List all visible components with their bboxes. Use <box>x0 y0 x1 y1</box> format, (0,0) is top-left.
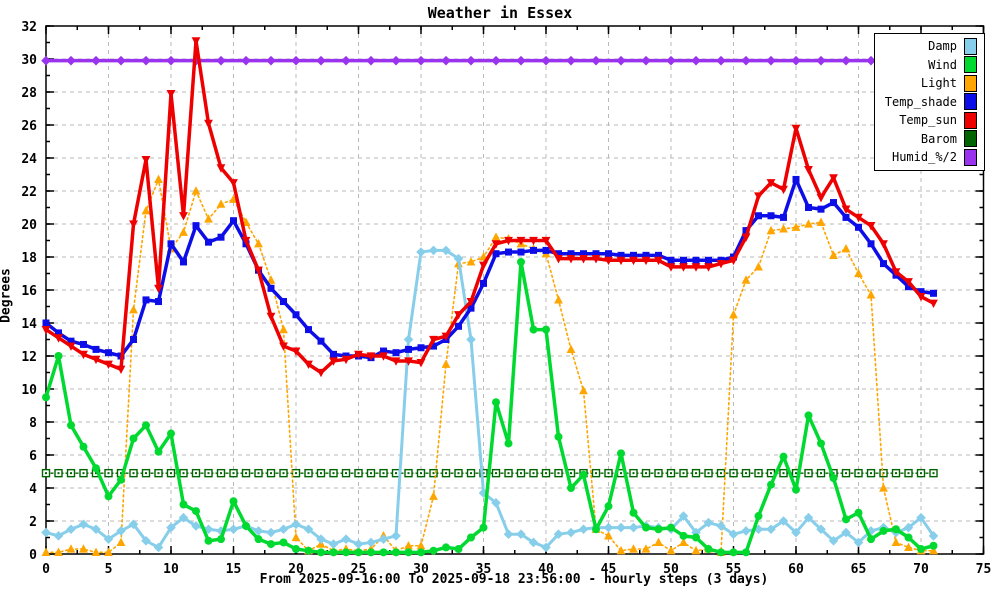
x-tick-label: 45 <box>601 562 617 577</box>
legend-item-temp-shade: Temp_shade <box>885 93 977 112</box>
y-tick-label: 30 <box>21 53 37 68</box>
legend-item-wind: Wind <box>885 56 977 75</box>
x-tick-label: 5 <box>105 562 113 577</box>
legend-swatch-damp <box>964 37 977 55</box>
x-tick-label: 25 <box>351 562 367 577</box>
y-tick-label: 14 <box>21 317 37 332</box>
x-tick-label: 0 <box>42 562 50 577</box>
y-tick-label: 26 <box>21 119 37 134</box>
y-tick-label: 20 <box>21 218 37 233</box>
y-tick-label: 4 <box>29 482 37 497</box>
y-tick-label: 0 <box>29 548 37 563</box>
y-tick-label: 2 <box>29 515 37 530</box>
legend-swatch-temp-shade <box>964 93 977 111</box>
y-tick-label: 10 <box>21 383 37 398</box>
series-temp-sun <box>41 37 938 378</box>
legend-item-light: Light <box>885 74 977 93</box>
y-tick-label: 24 <box>21 152 37 167</box>
y-tick-label: 18 <box>21 251 37 266</box>
x-tick-label: 40 <box>538 562 554 577</box>
y-tick-label: 12 <box>21 350 37 365</box>
legend-swatch-barom <box>964 130 977 148</box>
legend-swatch-humid-2 <box>964 148 977 166</box>
series-damp <box>41 245 939 553</box>
y-tick-label: 28 <box>21 86 37 101</box>
chart-title: Weather in Essex <box>427 4 573 22</box>
legend-label-barom: Barom <box>920 131 957 146</box>
y-tick-label: 6 <box>29 449 37 464</box>
legend-item-temp-sun: Temp_sun <box>885 111 977 130</box>
legend-label-humid-2: Humid_%/2 <box>891 150 957 165</box>
x-tick-label: 10 <box>163 562 179 577</box>
y-tick-label: 32 <box>21 20 37 35</box>
legend: Damp Wind Light Temp_shade Temp_sun Barom Humi… <box>873 33 985 171</box>
legend-label-temp-shade: Temp_shade <box>884 94 957 109</box>
x-tick-label: 15 <box>226 562 242 577</box>
x-tick-label: 30 <box>413 562 429 577</box>
x-tick-label: 60 <box>788 562 804 577</box>
legend-label-temp-sun: Temp_sun <box>899 113 957 128</box>
x-tick-label: 35 <box>476 562 492 577</box>
x-tick-label: 75 <box>976 562 992 577</box>
legend-item-barom: Barom <box>885 130 977 149</box>
series-wind <box>42 257 938 557</box>
y-tick-label: 22 <box>21 185 37 200</box>
series-temp-shade <box>42 175 937 362</box>
series-humid-2 <box>41 55 936 66</box>
y-tick-label: 8 <box>29 416 37 431</box>
y-axis-label: Degrees <box>0 268 14 323</box>
series-barom <box>41 468 938 478</box>
legend-item-damp: Damp <box>885 37 977 56</box>
x-tick-label: 55 <box>726 562 742 577</box>
legend-label-wind: Wind <box>928 57 957 72</box>
x-tick-label: 20 <box>288 562 304 577</box>
legend-swatch-wind <box>964 56 977 74</box>
y-tick-label: 16 <box>21 284 37 299</box>
x-tick-label: 65 <box>851 562 867 577</box>
legend-label-damp: Damp <box>928 39 957 54</box>
x-tick-label: 50 <box>663 562 679 577</box>
legend-swatch-temp-sun <box>964 111 977 129</box>
legend-label-light: Light <box>920 76 957 91</box>
legend-item-humid-2: Humid_%/2 <box>885 148 977 167</box>
x-tick-label: 70 <box>913 562 929 577</box>
legend-swatch-light <box>964 74 977 92</box>
x-axis-label: From 2025-09-16:00 To 2025-09-18 23:56:0… <box>259 572 769 587</box>
